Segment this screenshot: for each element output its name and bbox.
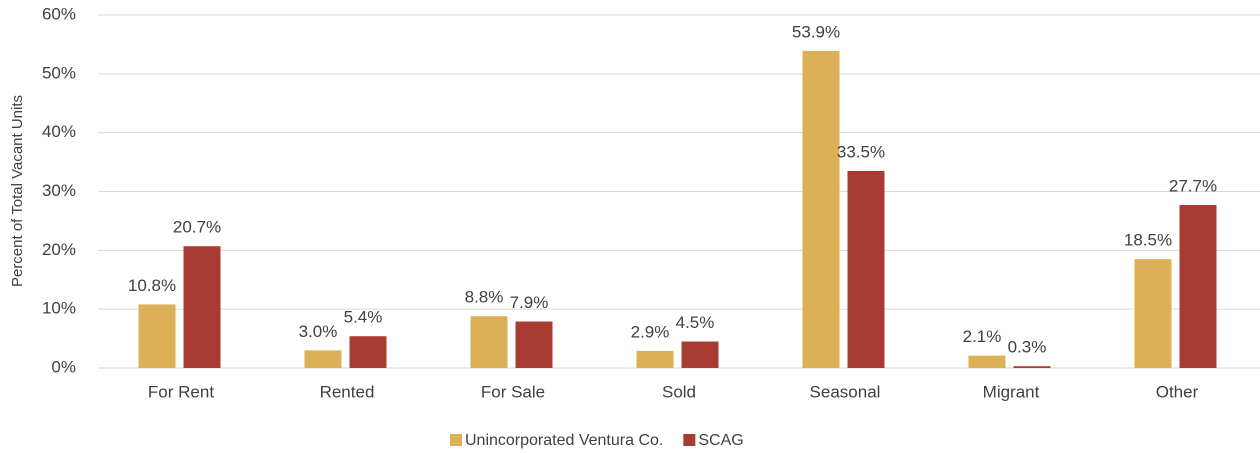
data-label: 53.9% (792, 22, 840, 41)
y-axis-title: Percent of Total Vacant Units (9, 95, 26, 287)
bar (183, 246, 221, 368)
data-label: 3.0% (299, 322, 338, 341)
bar (515, 321, 553, 368)
bar (636, 350, 674, 368)
x-tick-label: Seasonal (810, 382, 881, 401)
bar (138, 304, 176, 368)
y-tick-label: 60% (42, 4, 76, 23)
legend-swatch (450, 434, 462, 446)
data-label: 8.8% (465, 288, 504, 307)
legend-label: SCAG (698, 432, 743, 449)
data-label: 0.3% (1008, 338, 1047, 357)
bar (681, 341, 719, 368)
y-tick-label: 10% (42, 299, 76, 318)
data-label: 18.5% (1124, 231, 1172, 250)
bar (968, 355, 1006, 368)
bar (802, 50, 840, 368)
x-tick-label: Rented (320, 382, 375, 401)
bar (1134, 259, 1172, 368)
data-label: 33.5% (837, 142, 885, 161)
bar (847, 170, 885, 368)
legend-label: Unincorporated Ventura Co. (465, 432, 663, 449)
bar (1013, 366, 1051, 368)
x-tick-label: Sold (662, 382, 696, 401)
x-tick-label: For Sale (481, 382, 545, 401)
data-label: 10.8% (128, 276, 176, 295)
data-label: 20.7% (173, 218, 221, 237)
y-tick-label: 50% (42, 63, 76, 82)
bar (1179, 205, 1217, 368)
x-tick-label: Migrant (983, 382, 1040, 401)
data-label: 5.4% (344, 308, 383, 327)
data-label: 2.1% (963, 327, 1002, 346)
x-tick-label: Other (1156, 382, 1199, 401)
bar (304, 350, 342, 368)
y-tick-label: 20% (42, 240, 76, 259)
bar (470, 316, 508, 368)
data-label: 4.5% (676, 313, 715, 332)
y-tick-label: 40% (42, 122, 76, 141)
x-tick-label: For Rent (148, 382, 214, 401)
data-label: 2.9% (631, 322, 670, 341)
y-tick-label: 30% (42, 181, 76, 200)
legend-swatch (683, 434, 696, 446)
data-label: 27.7% (1169, 177, 1217, 196)
y-tick-label: 0% (51, 357, 76, 376)
data-label: 7.9% (510, 293, 549, 312)
bar (349, 336, 387, 368)
